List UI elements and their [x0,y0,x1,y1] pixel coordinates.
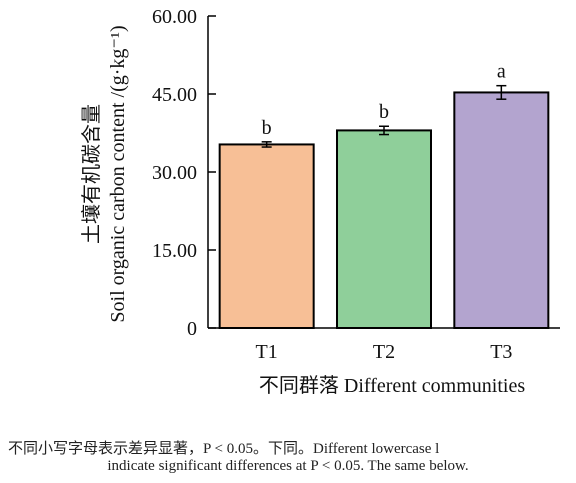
x-axis-title: 不同群落 Different communities [259,374,525,397]
y-axis-title-en: Soil organic carbon content /(g·kg⁻¹) [107,25,129,322]
bar-t1 [218,143,315,329]
bar-chart: 0 15.00 30.00 45.00 60.00 b T1 b T2 a T3 不同群落 Diff… [79,6,560,397]
x-tick-label: T3 [490,341,512,363]
y-axis-title-cn: 土壤有机碳含量 [79,104,103,244]
significance-letter: b [262,117,272,139]
x-tick-label: T2 [373,341,395,363]
bar-t3 [453,91,550,329]
y-tick-label: 30.00 [152,162,197,184]
chart-labels: b T1 b T2 a T3 不同群落 Different communities 土壤有机碳… [79,25,525,397]
y-tick-label: 0 [187,318,197,340]
y-tick-label: 60.00 [152,6,197,28]
significance-letter: b [379,101,389,123]
y-tick-label: 45.00 [152,84,197,106]
significance-letter: a [497,61,506,83]
x-tick-label: T1 [256,341,278,363]
chart-bars [218,84,550,329]
chart-axes: 0 15.00 30.00 45.00 60.00 [152,6,560,340]
bar-t2 [336,129,432,329]
y-tick-label: 15.00 [152,240,197,262]
figure-caption-line-2: indicate significant differences at P < … [107,458,469,474]
figure-caption-line-1: 不同小写字母表示差异显著，P < 0.05。下同。Different lower… [8,441,440,457]
